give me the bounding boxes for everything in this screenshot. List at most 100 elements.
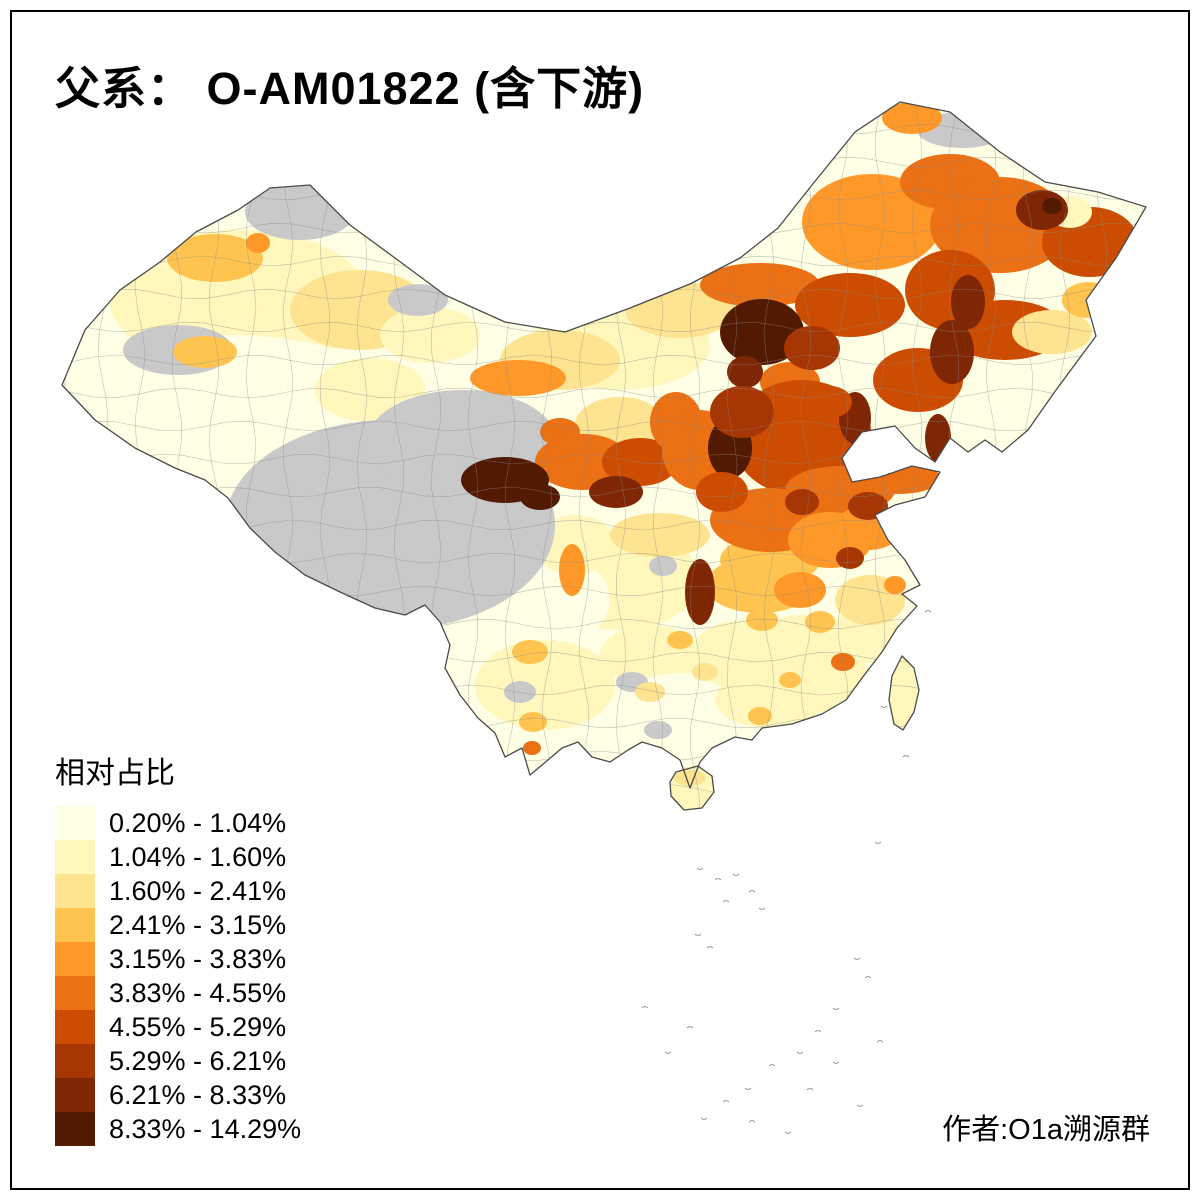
legend-row: 1.60% - 2.41% bbox=[55, 874, 301, 908]
legend-label: 5.29% - 6.21% bbox=[109, 1045, 287, 1076]
legend-label: 0.20% - 1.04% bbox=[109, 807, 287, 838]
island-mark bbox=[864, 976, 872, 979]
map-region-patch bbox=[519, 712, 547, 732]
legend-row: 1.04% - 1.60% bbox=[55, 840, 301, 874]
legend-row: 3.83% - 4.55% bbox=[55, 976, 301, 1010]
legend-label: 1.04% - 1.60% bbox=[109, 841, 287, 872]
island-mark bbox=[880, 705, 888, 708]
prefecture-border-line bbox=[62, 102, 72, 810]
taiwan-island bbox=[888, 655, 920, 731]
legend-swatch bbox=[55, 942, 95, 976]
legend-label: 3.83% - 4.55% bbox=[109, 977, 287, 1008]
island-mark bbox=[641, 1006, 649, 1009]
island-mark bbox=[664, 1051, 672, 1054]
hainan-island bbox=[669, 765, 715, 811]
legend-row: 3.15% - 3.83% bbox=[55, 942, 301, 976]
island-mark bbox=[806, 1088, 814, 1091]
map-region-patch bbox=[559, 544, 585, 596]
island-mark bbox=[856, 1104, 864, 1107]
legend-row: 8.33% - 14.29% bbox=[55, 1112, 301, 1146]
island-mark bbox=[714, 878, 722, 881]
map-region-patch bbox=[802, 174, 942, 270]
island-mark bbox=[874, 841, 882, 844]
legend-swatch bbox=[55, 1044, 95, 1078]
prefecture-border-line bbox=[97, 102, 109, 810]
island-mark bbox=[784, 1131, 792, 1134]
prefecture-border-line bbox=[62, 123, 1146, 135]
map-region-patch bbox=[748, 707, 772, 725]
map-region-patch bbox=[649, 556, 677, 576]
legend-swatch bbox=[55, 1112, 95, 1146]
legend-rows: 0.20% - 1.04% 1.04% - 1.60% 1.60% - 2.41% 2… bbox=[55, 806, 301, 1146]
map-region-patch bbox=[1042, 198, 1062, 214]
figure-title: 父系： O-AM01822 (含下游) bbox=[55, 63, 645, 114]
map-region-patch bbox=[784, 326, 840, 370]
island-mark bbox=[744, 1087, 752, 1090]
legend-label: 8.33% - 14.29% bbox=[109, 1113, 302, 1144]
prefecture-border-line bbox=[62, 354, 1146, 366]
island-mark bbox=[748, 1120, 756, 1123]
island-mark bbox=[700, 1117, 708, 1120]
map-region-patch bbox=[589, 476, 643, 508]
island-mark bbox=[758, 907, 766, 910]
legend-label: 2.41% - 3.15% bbox=[109, 909, 287, 940]
island-mark bbox=[768, 1064, 776, 1067]
prefecture-border-line bbox=[1133, 102, 1145, 810]
map-region-patch bbox=[610, 513, 710, 557]
map-region-patch bbox=[925, 414, 951, 462]
map-region-patch bbox=[889, 655, 917, 735]
legend-swatch bbox=[55, 908, 95, 942]
map-region-patch bbox=[882, 102, 942, 134]
prefecture-border-line bbox=[134, 102, 146, 810]
map-region-patch bbox=[173, 336, 237, 368]
island-mark bbox=[696, 867, 704, 870]
island-mark bbox=[732, 873, 740, 876]
legend-swatch bbox=[55, 1010, 95, 1044]
legend-label: 6.21% - 8.33% bbox=[109, 1079, 287, 1110]
legend-title: 相对占比 bbox=[55, 757, 175, 790]
legend-row: 5.29% - 6.21% bbox=[55, 1044, 301, 1078]
map-region-patch bbox=[685, 559, 715, 625]
map-region-patch bbox=[720, 299, 804, 365]
map-region-patch bbox=[746, 609, 778, 631]
map-region-patch bbox=[470, 360, 566, 396]
island-mark bbox=[876, 1040, 884, 1043]
legend-row: 0.20% - 1.04% bbox=[55, 806, 301, 840]
map-region-patch bbox=[808, 386, 852, 418]
map-region-patch bbox=[644, 721, 672, 739]
map-region-patch bbox=[520, 484, 560, 510]
island-mark bbox=[706, 946, 714, 949]
island-mark bbox=[796, 1051, 804, 1054]
map-regions bbox=[70, 102, 1138, 810]
map-region-patch bbox=[674, 770, 706, 786]
island-mark bbox=[748, 890, 756, 893]
legend-row: 4.55% - 5.29% bbox=[55, 1010, 301, 1044]
author-credit: 作者:O1a溯源群 bbox=[942, 1114, 1150, 1146]
prefecture-border-line bbox=[62, 420, 1146, 432]
map-region-patch bbox=[535, 434, 631, 490]
prefecture-border-line bbox=[62, 387, 1146, 399]
map-region-patch bbox=[246, 233, 270, 253]
island-mark bbox=[722, 1100, 730, 1103]
map-region-patch bbox=[1012, 310, 1092, 354]
legend-swatch bbox=[55, 840, 95, 874]
island-mark bbox=[722, 900, 730, 903]
map-region-patch bbox=[951, 275, 985, 329]
map-region-patch bbox=[667, 631, 693, 649]
map-region-patch bbox=[696, 472, 748, 512]
legend-label: 1.60% - 2.41% bbox=[109, 875, 287, 906]
map-region-patch bbox=[710, 386, 774, 438]
legend-label: 3.15% - 3.83% bbox=[109, 943, 287, 974]
legend-label: 4.55% - 5.29% bbox=[109, 1011, 287, 1042]
map-region-patch bbox=[836, 547, 864, 569]
map-region-patch bbox=[523, 741, 541, 755]
map-region-patch bbox=[774, 572, 826, 608]
legend-row: 6.21% - 8.33% bbox=[55, 1078, 301, 1112]
island-mark bbox=[902, 755, 910, 758]
island-mark bbox=[924, 610, 932, 613]
map-region-patch bbox=[930, 320, 974, 384]
legend-swatch bbox=[55, 976, 95, 1010]
island-mark bbox=[686, 1026, 694, 1029]
map-region-patch bbox=[504, 681, 536, 703]
